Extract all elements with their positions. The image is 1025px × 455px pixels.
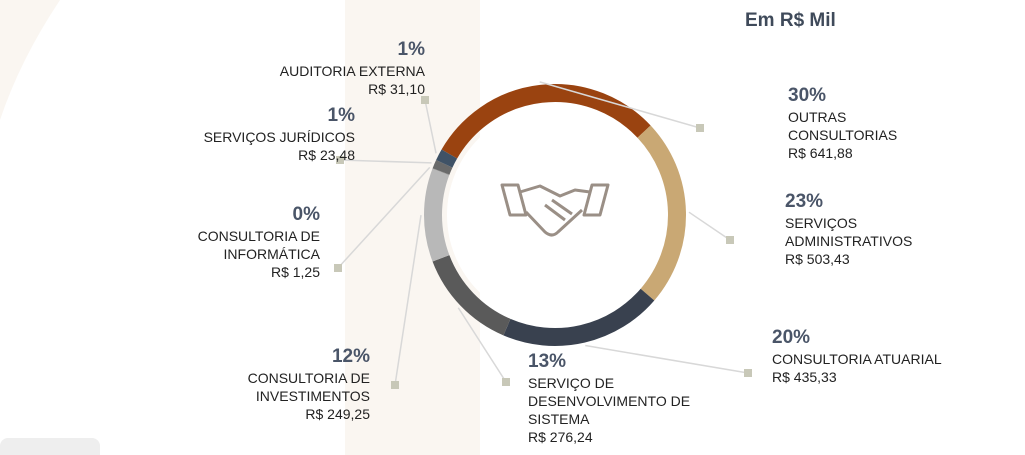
marker	[336, 156, 344, 164]
category-label: SERVIÇOS ADMINISTRATIVOS	[785, 215, 913, 249]
donut-segment	[432, 160, 453, 175]
value-label: R$ 1,25	[270, 264, 320, 280]
data-label: 23% SERVIÇOS ADMINISTRATIVOS R$ 503,43	[785, 190, 955, 268]
marker	[696, 124, 704, 132]
marker	[502, 378, 510, 386]
data-label: 12% CONSULTORIA DE INVESTIMENTOS R$ 249,25	[190, 345, 370, 423]
value-label: R$ 276,24	[528, 429, 593, 445]
donut-segment	[436, 149, 458, 168]
connector-line	[424, 99, 437, 154]
connector-line	[539, 81, 701, 129]
value-label: R$ 31,10	[368, 81, 425, 97]
connector-line	[585, 344, 749, 374]
marker	[421, 96, 429, 104]
category-label: SERVIÇOS JURÍDICOS	[203, 129, 355, 145]
data-label: 0% CONSULTORIA DE INFORMÁTICA R$ 1,25	[140, 203, 320, 281]
value-label: R$ 23,48	[298, 147, 355, 163]
data-label: 13% SERVIÇO DE DESENVOLVIMENTO DE SISTEMA…	[528, 350, 708, 446]
share-label: 1%	[327, 105, 355, 126]
marker	[744, 369, 752, 377]
category-label: CONSULTORIA DE INVESTIMENTOS	[247, 370, 370, 404]
donut-segment	[637, 125, 686, 301]
value-label: R$ 435,33	[772, 369, 837, 385]
connector-line	[394, 215, 422, 386]
data-label: 1% SERVIÇOS JURÍDICOS R$ 23,48	[115, 104, 355, 164]
marker	[726, 236, 734, 244]
donut-segment	[441, 84, 651, 159]
category-label: CONSULTORIA DE INFORMÁTICA	[197, 228, 320, 262]
data-label: 1% AUDITORIA EXTERNA R$ 31,10	[185, 38, 425, 98]
data-label: 20% CONSULTORIA ATUARIAL R$ 435,33	[772, 326, 1012, 386]
donut-segment	[424, 168, 450, 262]
category-label: OUTRAS CONSULTORIAS	[788, 109, 898, 143]
handshake-icon	[500, 183, 610, 237]
value-label: R$ 641,88	[788, 145, 853, 161]
category-label: AUDITORIA EXTERNA	[279, 63, 425, 79]
donut-segment	[432, 254, 511, 336]
background-tab	[0, 438, 100, 455]
unit-label: Em R$ Mil	[745, 10, 836, 31]
share-label: 30%	[788, 85, 827, 106]
connector-line	[337, 166, 431, 269]
share-label: 0%	[292, 204, 320, 225]
donut-segment	[503, 288, 655, 346]
data-label: 30% OUTRAS CONSULTORIAS R$ 641,88	[788, 84, 928, 162]
share-label: 1%	[397, 39, 425, 60]
donut-hole	[447, 107, 663, 323]
category-label: CONSULTORIA ATUARIAL	[772, 351, 942, 367]
share-label: 12%	[331, 346, 370, 367]
share-label: 13%	[528, 351, 567, 372]
value-label: R$ 249,25	[305, 406, 370, 422]
marker	[334, 264, 342, 272]
share-label: 23%	[785, 191, 824, 212]
marker	[391, 381, 399, 389]
share-label: 20%	[772, 327, 811, 348]
connector-line	[688, 211, 731, 241]
value-label: R$ 503,43	[785, 251, 850, 267]
category-label: SERVIÇO DE DESENVOLVIMENTO DE SISTEMA	[528, 375, 691, 427]
connector-line	[339, 159, 432, 164]
background-shape	[0, 0, 60, 120]
connector-line	[457, 307, 507, 383]
